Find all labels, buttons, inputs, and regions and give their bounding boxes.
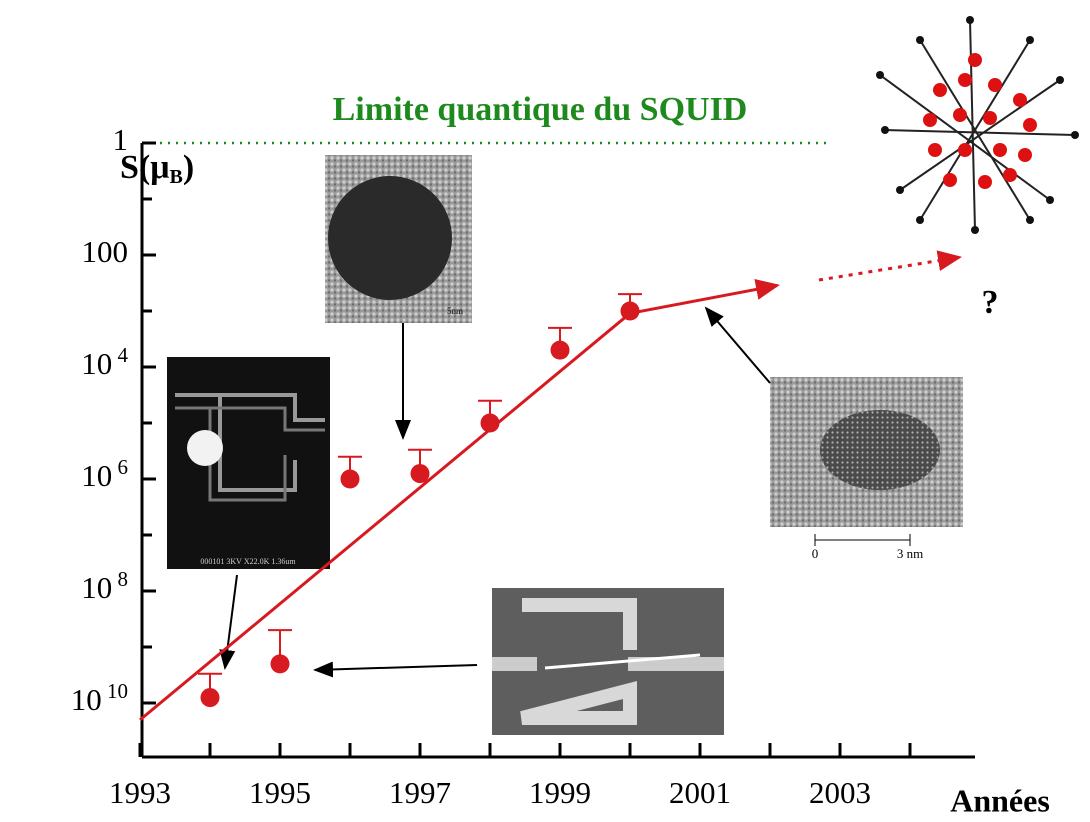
data-point [410, 464, 430, 484]
x-label: Années [950, 782, 1050, 818]
x-tick-label: 2001 [669, 775, 731, 810]
y-tick-label: 100 [82, 234, 129, 269]
x-tick-label: 1999 [529, 775, 591, 810]
x-tick-label: 2003 [809, 775, 871, 810]
annotation: 3 nm [897, 546, 923, 561]
annotation-arrows [219, 306, 771, 678]
data-point [200, 688, 220, 708]
annotation: 0 [812, 546, 819, 561]
trend-line-dotted [818, 250, 962, 282]
x-tick-label: 1993 [109, 775, 171, 810]
trend-line [139, 279, 780, 722]
x-tick-label: 1995 [249, 775, 311, 810]
data-point [270, 654, 290, 674]
data-point [480, 413, 500, 433]
annotation: 5nm [447, 306, 463, 316]
y-tick-label: 1 [113, 122, 129, 157]
squid-image [167, 357, 330, 569]
annotation: 000101 3KV X22.0K 1.36um [200, 557, 296, 566]
y-tick-label: 10 10 [71, 679, 128, 717]
particle-image [770, 377, 963, 546]
annotation: ? [982, 284, 999, 321]
chart-title: Limite quantique du SQUID [333, 91, 748, 128]
data-point [340, 469, 360, 489]
y-tick-label: 10 8 [81, 567, 128, 605]
y-label: S(μB) [120, 149, 194, 188]
microsquid-image [492, 588, 724, 735]
y-tick-label: 10 6 [81, 455, 128, 493]
data-point [550, 340, 570, 360]
y-tick-label: 10 4 [81, 343, 128, 381]
molecule-image [876, 16, 1079, 234]
x-tick-label: 1997 [389, 775, 451, 810]
tem-image [325, 155, 472, 323]
